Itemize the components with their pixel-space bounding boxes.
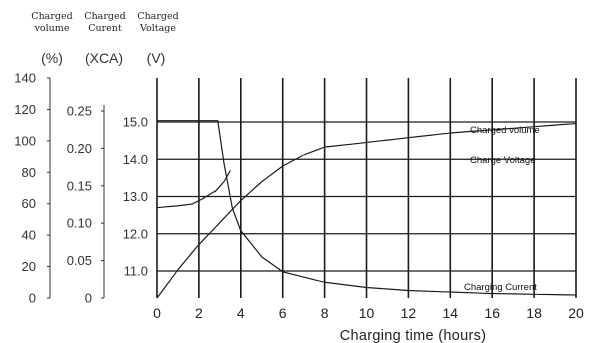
voltage-header-line1: Charged	[137, 11, 178, 22]
volume-tick-label: 140	[14, 71, 36, 86]
voltage-unit: (V)	[147, 50, 166, 66]
x-tick-label: 12	[401, 305, 417, 321]
x-axis-ticks: 0 2 4 6 8 10 12 14 16 18 20	[153, 305, 584, 321]
axis-headers: Charged volume Charged Curent Charged Vo…	[31, 11, 178, 34]
x-tick-label: 16	[484, 305, 500, 321]
x-axis-label: Charging time (hours)	[340, 328, 487, 343]
label-charging-current: Charging Current	[464, 282, 537, 293]
axis-units: (%) (XCA) (V)	[41, 50, 165, 66]
voltage-tick-label: 13.0	[123, 189, 148, 204]
series-labels: Charged volume Charge Voltage Charging C…	[464, 125, 540, 293]
volume-header-line1: Charged	[31, 11, 72, 22]
x-tick-label: 0	[153, 305, 161, 321]
current-tick-label: 0	[85, 291, 92, 306]
volume-tick-label: 120	[14, 102, 36, 117]
volume-tick-label: 80	[22, 165, 36, 180]
voltage-axis-ticks: 11.0 12.0 13.0 14.0 15.0	[123, 115, 148, 279]
current-header-line2: Curent	[88, 23, 122, 34]
volume-unit: (%)	[41, 50, 63, 66]
plot-grid	[156, 78, 577, 298]
volume-axis-ticks: 0 20 40 60 80 100 120 140	[14, 71, 50, 306]
x-tick-label: 6	[279, 305, 287, 321]
x-tick-label: 14	[443, 305, 459, 321]
x-tick-label: 8	[321, 305, 329, 321]
current-tick-label: 0.05	[67, 253, 92, 268]
x-tick-label: 10	[359, 305, 375, 321]
label-charge-voltage: Charge Voltage	[470, 155, 536, 166]
current-axis-ticks: 0 0.05 0.10 0.15 0.20 0.25	[67, 104, 104, 306]
volume-tick-label: 20	[22, 259, 36, 274]
current-tick-label: 0.20	[67, 141, 92, 156]
charging-current-line	[157, 120, 577, 296]
x-tick-label: 4	[237, 305, 245, 321]
volume-tick-label: 100	[14, 133, 36, 148]
volume-tick-label: 0	[29, 291, 36, 306]
label-charged-volume: Charged volume	[470, 125, 540, 136]
voltage-tick-label: 15.0	[123, 115, 148, 130]
current-tick-label: 0.25	[67, 104, 92, 119]
voltage-tick-label: 12.0	[123, 226, 148, 241]
data-series	[156, 120, 577, 299]
volume-header-line2: volume	[34, 23, 70, 34]
volume-tick-label: 60	[22, 196, 36, 211]
volume-tick-label: 40	[22, 228, 36, 243]
voltage-header-line2: Voltage	[139, 23, 176, 34]
x-tick-label: 20	[568, 305, 584, 321]
current-header-line1: Charged	[84, 11, 125, 22]
x-tick-label: 18	[526, 305, 542, 321]
x-tick-label: 2	[195, 305, 203, 321]
voltage-tick-label: 14.0	[123, 152, 148, 167]
current-unit: (XCA)	[85, 50, 123, 66]
charged-volume-line	[156, 122, 577, 299]
charge-voltage-line	[156, 169, 231, 209]
current-tick-label: 0.10	[67, 216, 92, 231]
voltage-tick-label: 11.0	[124, 264, 148, 279]
current-tick-label: 0.15	[67, 178, 92, 193]
